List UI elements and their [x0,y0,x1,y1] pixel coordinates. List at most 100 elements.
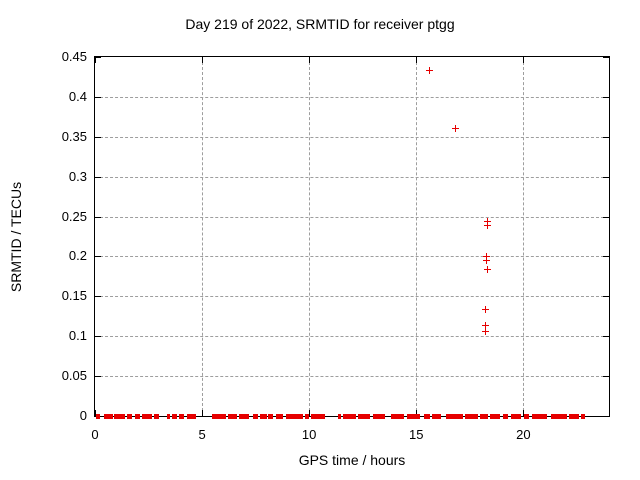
x-tick-label: 20 [516,427,531,442]
data-point-marker [484,266,492,274]
data-point-marker [482,322,490,330]
x-tick-label: 0 [91,427,99,442]
x-tick-mark-top [309,57,311,63]
y-tick-mark [95,376,101,378]
chart-title: Day 219 of 2022, SRMTID for receiver ptg… [185,16,455,32]
baseline-data-band [267,414,273,419]
y-tick-label: 0.1 [68,328,87,344]
y-tick-label: 0.4 [68,88,87,104]
baseline-data-band [432,414,442,419]
data-point-marker [484,217,492,225]
baseline-data-band [96,414,101,419]
x-tick-label: 15 [409,427,424,442]
x-tick-mark [309,410,311,416]
baseline-data-band [172,414,177,419]
baseline-data-band [275,414,283,419]
baseline-data-band [532,414,547,419]
baseline-data-band [465,414,479,419]
marker-horizontal-stroke [452,128,460,129]
y-tick-mark [95,57,101,58]
y-tick-label: 0.15 [61,288,87,304]
baseline-data-band [259,414,267,419]
gridline-horizontal [95,136,609,138]
marker-horizontal-stroke [482,325,490,327]
data-point-marker [484,221,492,229]
y-tick-label: 0 [79,408,87,423]
baseline-data-band [142,414,152,419]
data-point-marker [426,66,434,74]
y-tick-mark [95,296,101,298]
y-tick-label: 0.05 [61,368,87,384]
baseline-data-band [285,414,303,419]
y-tick-mark [95,176,101,178]
y-tick-mark-right [603,176,609,178]
y-tick-mark [95,96,101,98]
y-tick-label: 0.25 [61,208,87,224]
y-tick-label: 0.2 [68,248,87,264]
y-tick-mark [95,256,101,258]
y-tick-label: 0.35 [61,128,87,144]
y-tick-mark-right [603,416,609,417]
x-tick-mark-top [202,57,204,63]
y-tick-mark [95,136,101,138]
x-tick-label: 5 [198,427,206,442]
x-tick-label: 10 [301,427,317,442]
baseline-data-band [134,414,140,419]
gridline-horizontal [95,96,609,98]
y-tick-mark-right [603,376,609,378]
baseline-data-band [407,414,421,419]
y-tick-label: 0.45 [61,49,87,64]
data-point-marker [452,125,460,132]
marker-horizontal-stroke [484,224,492,226]
baseline-data-band [524,414,529,419]
baseline-data-band [446,414,464,419]
y-tick-label: 0.3 [68,168,87,184]
baseline-data-band [227,414,237,419]
plot-area [94,56,610,419]
baseline-data-band [490,414,500,419]
baseline-data-band [390,414,405,419]
baseline-data-band [186,414,196,419]
baseline-data-band [503,414,508,419]
marker-horizontal-stroke [484,220,492,222]
baseline-data-band [304,414,309,419]
baseline-data-band [238,414,249,419]
marker-horizontal-stroke [482,331,490,333]
y-tick-mark [95,336,101,338]
baseline-data-band [511,414,521,419]
x-tick-mark [202,410,204,416]
baseline-data-band [337,414,342,419]
gridline-vertical [202,57,204,416]
y-tick-mark-right [603,336,609,338]
baseline-data-band [550,414,567,419]
x-tick-mark [95,410,96,416]
baseline-data-band [310,414,326,419]
data-point-marker [482,306,490,314]
baseline-data-band [343,414,357,419]
baseline-data-band [480,414,488,419]
y-axis-label: SRMTID / TECUs [8,181,24,293]
baseline-data-band [252,414,258,419]
gridline-vertical [523,57,525,416]
gridline-horizontal [95,336,609,338]
y-tick-mark-right [603,216,609,218]
x-tick-mark-top [95,57,96,63]
y-tick-mark [95,216,101,218]
marker-horizontal-stroke [426,69,434,71]
gridline-horizontal [95,376,609,378]
marker-horizontal-stroke [484,269,492,271]
data-point-marker [482,328,490,336]
gridline-vertical [416,57,418,416]
x-tick-mark [523,410,525,416]
baseline-data-band [211,414,226,419]
y-tick-mark-right [603,296,609,298]
y-tick-mark-right [603,256,609,258]
data-point-marker [483,256,491,264]
x-tick-mark-top [523,57,525,63]
marker-horizontal-stroke [483,259,491,261]
gridline-horizontal [95,296,609,298]
gridline-vertical [309,57,311,416]
baseline-data-band [127,414,132,419]
baseline-data-band [372,414,386,419]
